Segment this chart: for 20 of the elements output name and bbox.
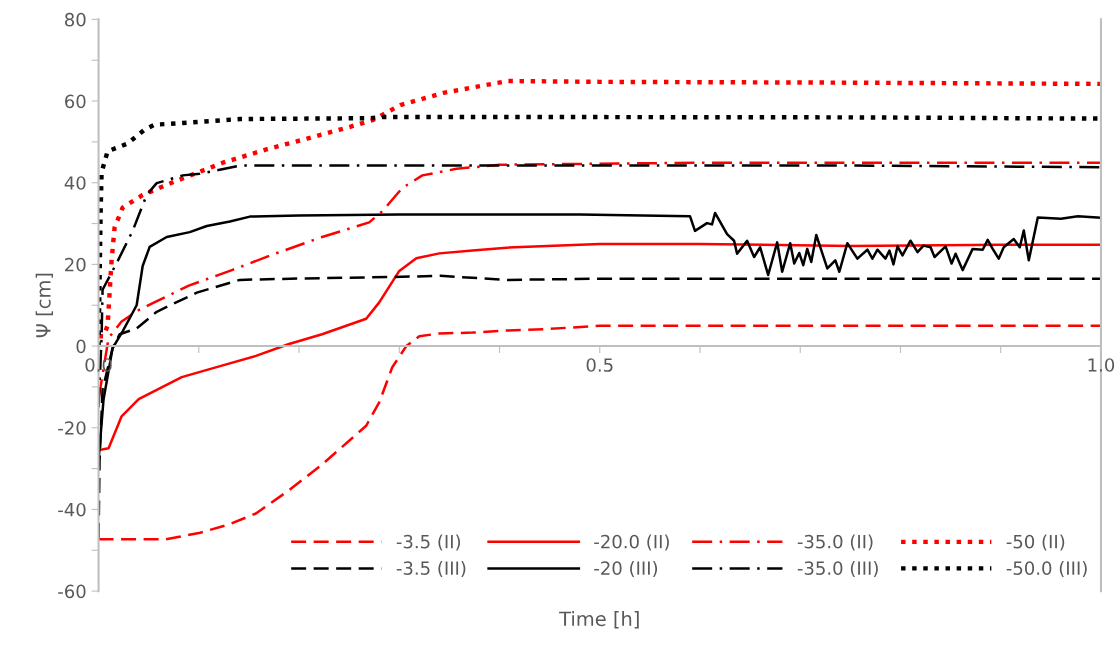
legend-label: -3.5 (III) [396,561,466,578]
x-tick-label: 1.0 [1088,358,1115,372]
legend-label: -20 (III) [594,561,658,578]
y-tick-label: 60 [65,94,86,109]
legend-label: -20.0 (II) [594,534,669,551]
y-tick-label: 40 [64,176,86,190]
y-tick-label: -60 [58,584,86,599]
legend-label: -35.0 (III) [797,561,878,578]
y-tick-label: -40 [58,502,86,517]
y-axis-title: Ψ [cm] [35,273,54,338]
legend-label: -3.5 (II) [396,534,461,551]
x-axis-title: Time [h] [559,611,639,629]
legend-label: -50 (II) [1006,534,1065,551]
x-tick-label: 0.5 [586,358,613,372]
y-tick-label: 0 [76,339,86,354]
y-tick-label: 80 [65,12,86,27]
legend-label: -35.0 (II) [797,534,873,551]
y-tick-label: 20 [65,257,86,272]
legend-label: -50.0 (III) [1006,561,1087,578]
y-tick-label: -20 [58,421,86,435]
